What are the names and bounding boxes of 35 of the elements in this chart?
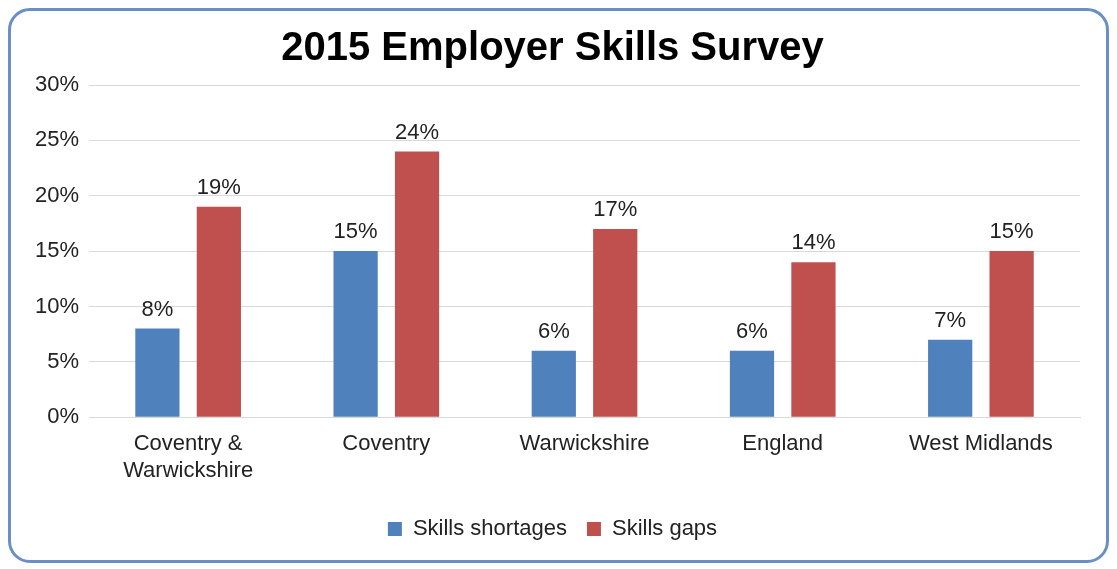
bar	[531, 350, 576, 417]
chart-title: 2015 Employer Skills Survey	[281, 24, 825, 69]
y-tick-label: 25%	[34, 126, 80, 152]
data-label: 6%	[736, 317, 768, 343]
data-label: 15%	[989, 218, 1034, 244]
bar	[394, 151, 440, 417]
x-tick-label: Coventry & Warwickshire	[123, 430, 254, 482]
data-label: 8%	[141, 295, 174, 321]
x-tick-label: Coventry	[342, 430, 431, 456]
bar	[135, 328, 180, 417]
data-label: 6%	[537, 317, 570, 343]
x-tick-label: West Midlands	[908, 430, 1053, 456]
bar	[928, 339, 973, 417]
legend-label: Skills shortages	[412, 515, 567, 541]
bar	[333, 251, 378, 417]
data-label: 14%	[791, 229, 836, 255]
bar	[593, 228, 638, 417]
y-tick-label: 0%	[47, 403, 80, 429]
data-label: 19%	[196, 173, 241, 199]
y-tick-label: 5%	[47, 347, 80, 373]
bar	[196, 206, 241, 417]
y-tick-label: 15%	[34, 237, 80, 263]
data-label: 17%	[593, 196, 638, 222]
data-label: 15%	[333, 218, 378, 244]
bar	[791, 262, 836, 417]
data-label: 24%	[395, 118, 440, 144]
x-tick-label: Warwickshire	[519, 430, 650, 456]
y-tick-label: 10%	[34, 292, 80, 318]
bar	[989, 251, 1034, 417]
y-tick-label: 30%	[34, 71, 80, 97]
legend-label: Skills gaps	[611, 515, 718, 541]
bar	[729, 350, 775, 417]
x-tick-label: England	[742, 430, 824, 456]
data-label: 7%	[934, 306, 967, 332]
y-tick-label: 20%	[34, 181, 80, 207]
